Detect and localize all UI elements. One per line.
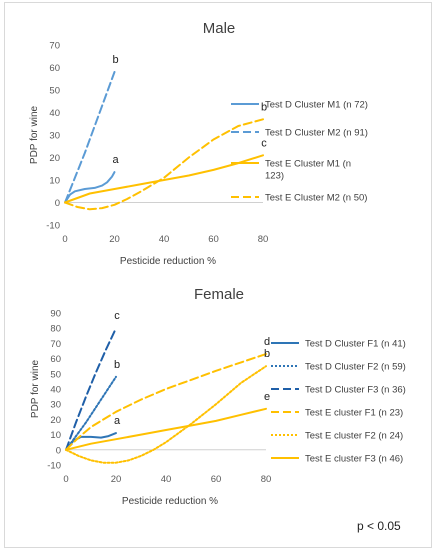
chart1-y-tick-label: 30 bbox=[49, 131, 60, 142]
chart1-y-tick-label: 0 bbox=[55, 198, 60, 209]
chart1-legend-label-3-cont: 123) bbox=[265, 171, 284, 182]
chart2-end-label-1: a bbox=[114, 415, 121, 427]
chart1-x-tick-label: 20 bbox=[109, 234, 120, 245]
chart1-end-label-4: b bbox=[261, 101, 267, 113]
chart1-legend-label-1: Test D Cluster M1 (n 72) bbox=[265, 100, 368, 111]
chart2-y-tick-label: 10 bbox=[50, 430, 61, 441]
chart2-legend-label-5: Test E cluster F2 (n 24) bbox=[305, 431, 403, 442]
chart1-y-tick-label: 10 bbox=[49, 176, 60, 187]
chart1-series-line-2 bbox=[64, 71, 116, 204]
chart2-end-label-2: b bbox=[114, 359, 120, 371]
chart2-series-line-4 bbox=[65, 353, 267, 451]
chart2-title: Female bbox=[194, 286, 244, 303]
chart1-y-tick-label: 70 bbox=[49, 41, 60, 52]
chart2-y-tick-label: 50 bbox=[50, 369, 61, 380]
chart2-legend-label-2: Test D Cluster F2 (n 59) bbox=[305, 362, 406, 373]
chart2-end-label-3: c bbox=[114, 310, 120, 322]
chart1-legend-label-2: Test D Cluster M2 (n 91) bbox=[265, 128, 368, 139]
chart2-series-line-6 bbox=[65, 407, 267, 451]
chart2-y-tick-label: 20 bbox=[50, 415, 61, 426]
chart2-x-tick-label: 80 bbox=[261, 474, 272, 485]
chart1-legend-label-4: Test E Cluster M2 (n 50) bbox=[265, 193, 367, 204]
chart2-y-tick-label: 70 bbox=[50, 339, 61, 350]
chart2-x-tick-label: 40 bbox=[161, 474, 172, 485]
chart2-y-tick-label: 30 bbox=[50, 400, 61, 411]
chart2-y-axis-label: PDP for wine bbox=[30, 359, 41, 418]
chart2-series-line-5 bbox=[65, 365, 267, 464]
chart2-end-label-5: b bbox=[264, 348, 270, 360]
chart2-x-axis-label: Pesticide reduction % bbox=[122, 496, 218, 507]
chart2-end-label-6: e bbox=[264, 391, 270, 403]
chart1-series-line-3 bbox=[64, 154, 264, 204]
chart2-legend-label-4: Test E cluster F1 (n 23) bbox=[305, 408, 403, 419]
chart2-y-tick-label: 0 bbox=[56, 445, 61, 456]
chart1-y-tick-label: 40 bbox=[49, 108, 60, 119]
chart1-title: Male bbox=[203, 20, 236, 37]
chart2-legend-label-6: Test E cluster F3 (n 46) bbox=[305, 454, 403, 465]
chart1-series-line-1 bbox=[64, 171, 116, 204]
chart2-legend-label-3: Test D Cluster F3 (n 36) bbox=[305, 385, 406, 396]
chart2-y-tick-label: 90 bbox=[50, 309, 61, 320]
chart1-y-tick-label: 50 bbox=[49, 86, 60, 97]
chart2-y-tick-label: 80 bbox=[50, 324, 61, 335]
chart2-end-label-4: d bbox=[264, 336, 270, 348]
chart2-x-tick-label: 20 bbox=[111, 474, 122, 485]
chart1-end-label-3: c bbox=[261, 137, 267, 149]
chart2-series-line-2 bbox=[65, 375, 117, 451]
chart2-y-tick-label: -10 bbox=[47, 461, 61, 472]
chart1-x-axis-label: Pesticide reduction % bbox=[120, 256, 216, 267]
chart1-series-line-4 bbox=[64, 118, 264, 211]
chart2-y-tick-label: 60 bbox=[50, 354, 61, 365]
chart1-end-label-2: b bbox=[112, 54, 118, 66]
figure: Male -10 0 10 20 30 40 50 60 70 0 20 40 60 80 Pesticide… bbox=[4, 2, 432, 548]
chart1-y-tick-label: -10 bbox=[46, 221, 60, 232]
chart2-x-tick-label: 0 bbox=[63, 474, 68, 485]
chart1-x-tick-label: 60 bbox=[208, 234, 219, 245]
chart1-y-tick-label: 20 bbox=[49, 153, 60, 164]
chart2-series-line-3 bbox=[65, 327, 117, 451]
chart1-y-tick-label: 60 bbox=[49, 63, 60, 74]
chart1-end-label-1: a bbox=[112, 154, 119, 166]
chart2-legend-label-1: Test D Cluster F1 (n 41) bbox=[305, 339, 406, 350]
chart2-x-tick-label: 60 bbox=[211, 474, 222, 485]
chart1-legend-label-3: Test E Cluster M1 (n bbox=[265, 159, 351, 170]
chart2-y-tick-label: 40 bbox=[50, 385, 61, 396]
chart1-x-tick-label: 40 bbox=[159, 234, 170, 245]
chart1-x-tick-label: 0 bbox=[62, 234, 67, 245]
chart1-x-tick-label: 80 bbox=[258, 234, 269, 245]
chart1-y-axis-label: PDP for wine bbox=[29, 105, 40, 164]
significance-note: p < 0.05 bbox=[357, 519, 401, 533]
